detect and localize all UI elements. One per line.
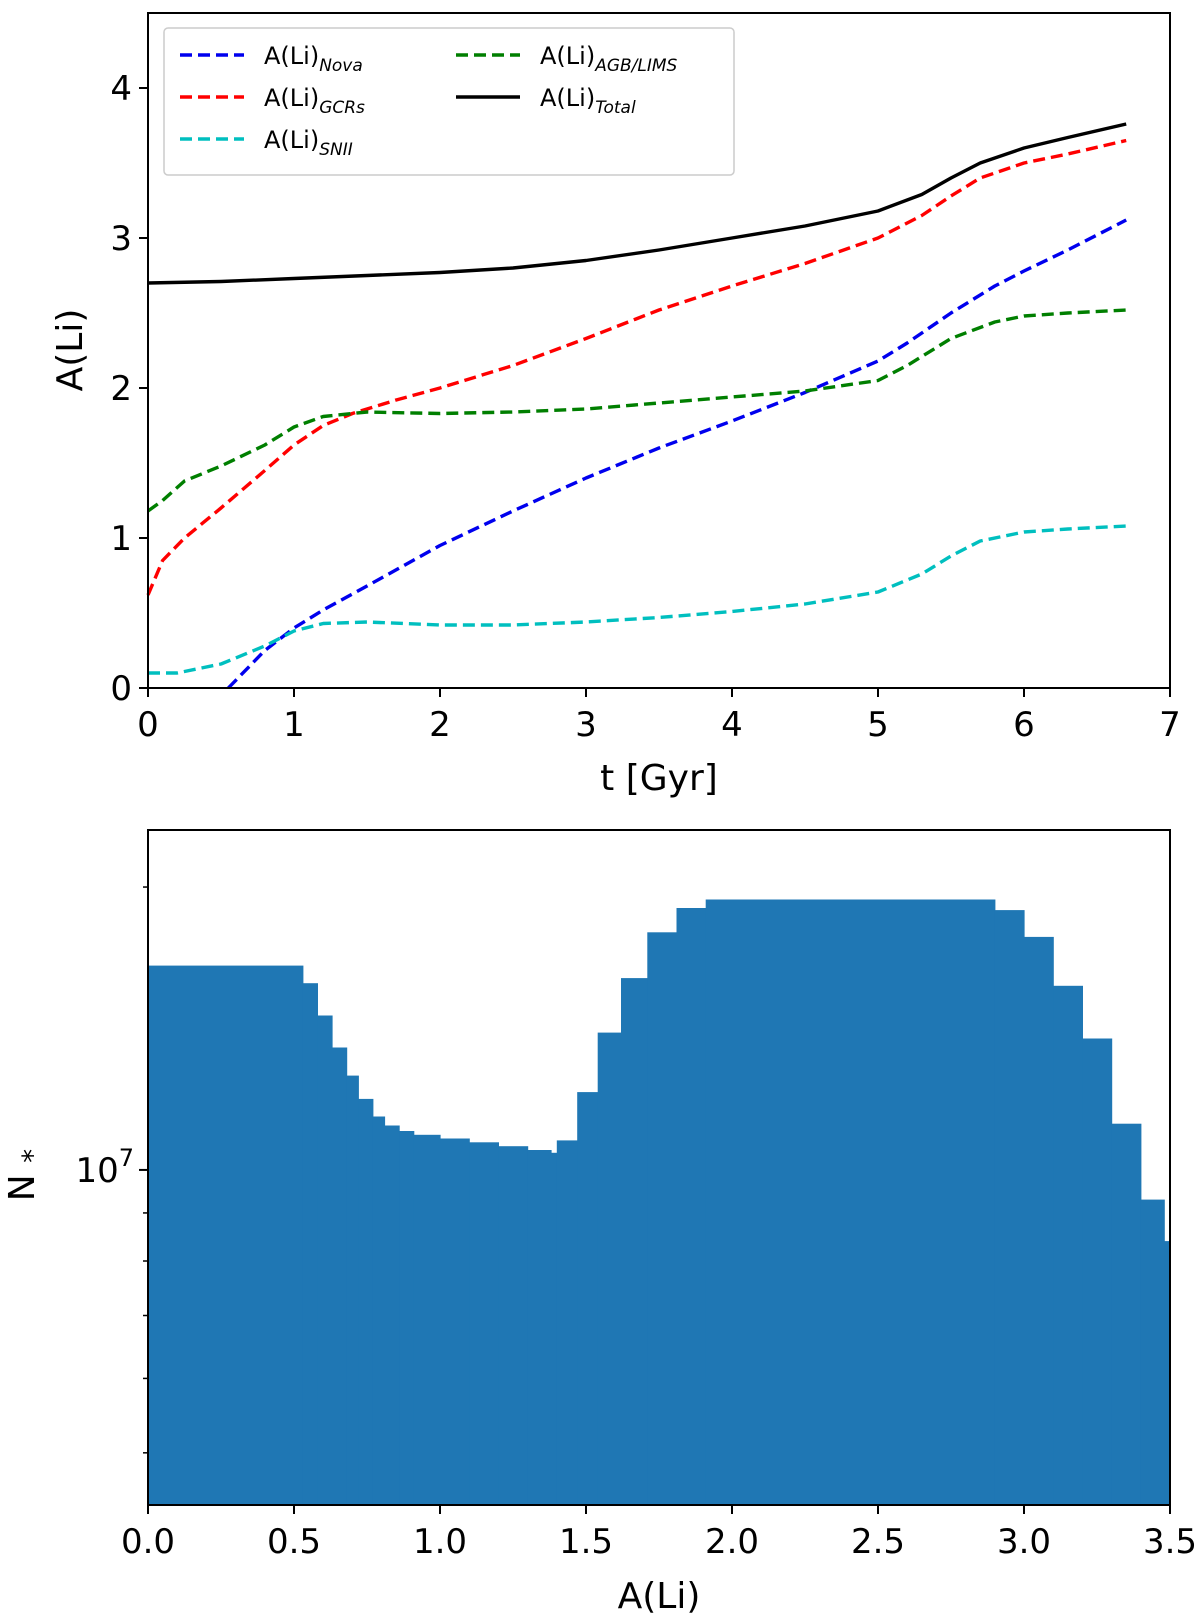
histogram-bar-9 <box>413 1134 441 1505</box>
legend: A(Li)NovaA(Li)GCRsA(Li)SNIIA(Li)AGB/LIMS… <box>163 27 735 176</box>
histogram-bar-4 <box>346 1075 359 1505</box>
y-tick-label: 107 <box>75 1144 134 1191</box>
histogram-y-label-text: N <box>2 1174 43 1201</box>
histogram-bar-8 <box>399 1131 415 1505</box>
histogram-bar-26 <box>1111 1123 1142 1505</box>
legend-label-sub: Nova <box>319 56 363 76</box>
histogram-bar-24 <box>1053 985 1083 1505</box>
histogram-bar-16 <box>577 1092 599 1505</box>
histogram-bar-28 <box>1164 1241 1171 1505</box>
y-tick-label: 4 <box>110 69 132 109</box>
histogram-bar-5 <box>358 1098 374 1505</box>
x-tick-label: 6 <box>1013 705 1035 745</box>
series-line-4 <box>147 122 1127 285</box>
y-tick-label: 0 <box>110 669 132 709</box>
legend-label-sub: GCRs <box>319 98 365 118</box>
x-tick-label: 1.0 <box>413 1522 467 1562</box>
x-tick-label: 0 <box>137 705 159 745</box>
legend-label-2: A(Li)SNII <box>264 126 353 160</box>
histogram-x-label: A(Li) <box>618 1576 701 1617</box>
legend-label-1: A(Li)GCRs <box>264 84 365 118</box>
histogram-bar-21 <box>705 899 996 1505</box>
line-chart-y-ticks: 0 1 2 3 4 <box>110 69 148 709</box>
histogram-bar-18 <box>621 978 648 1505</box>
x-tick-label: 5 <box>867 705 889 745</box>
x-tick-label: 1.5 <box>559 1522 613 1562</box>
histogram-bar-12 <box>498 1146 529 1505</box>
legend-label-0: A(Li)Nova <box>264 42 363 76</box>
x-tick-label: 2.5 <box>851 1522 905 1562</box>
legend-entries: A(Li)NovaA(Li)GCRsA(Li)SNIIA(Li)AGB/LIMS… <box>180 42 678 160</box>
histogram-x-ticks: 0.0 0.5 1.0 1.5 2.0 2.5 3.0 3.5 <box>121 1505 1197 1562</box>
histogram-bar-23 <box>1024 936 1054 1505</box>
histogram-bar-17 <box>597 1032 622 1505</box>
legend-label-main: A(Li) <box>264 42 319 70</box>
histogram-bar-2 <box>317 1015 333 1505</box>
legend-label-sub: Total <box>595 98 636 118</box>
legend-box <box>163 27 735 176</box>
line-chart-y-label: A(Li) <box>50 309 91 392</box>
legend-label-sub: SNII <box>319 140 353 160</box>
x-tick-label: 4 <box>721 705 743 745</box>
histogram-bar-15 <box>556 1140 578 1505</box>
histogram-bar-1 <box>302 983 318 1505</box>
histogram-y-ticks: 107 <box>75 886 148 1454</box>
series-line-0 <box>227 218 1127 690</box>
x-tick-label: 0.0 <box>121 1522 175 1562</box>
x-tick-label: 3 <box>575 705 597 745</box>
x-tick-label: 1 <box>283 705 305 745</box>
legend-label-sub: AGB/LIMS <box>594 56 677 76</box>
x-tick-label: 0.5 <box>267 1522 321 1562</box>
histogram-bar-20 <box>676 908 707 1505</box>
histogram-bar-13 <box>527 1150 552 1505</box>
histogram-frame <box>147 829 1171 1506</box>
histogram-bar-25 <box>1082 1038 1113 1505</box>
y-tick-label: 3 <box>110 219 132 259</box>
legend-label-main: A(Li) <box>540 42 595 70</box>
line-chart-frame <box>147 12 1171 689</box>
histogram-bar-7 <box>384 1125 400 1505</box>
histogram-bar-19 <box>647 932 678 1505</box>
y-tick-label: 1 <box>110 519 132 559</box>
series-line-3 <box>147 308 1127 513</box>
series-line-1 <box>146 138 1127 596</box>
x-tick-label: 3.0 <box>997 1522 1051 1562</box>
line-series-group <box>146 122 1127 690</box>
histogram-bar-27 <box>1140 1199 1165 1505</box>
histogram-bar-11 <box>469 1142 499 1505</box>
histogram-bar-3 <box>332 1047 348 1505</box>
histogram-bar-6 <box>372 1116 386 1505</box>
histogram-y-label: N * <box>2 1149 49 1201</box>
histogram-panel: 0.0 0.5 1.0 1.5 2.0 2.5 3.0 3.5 107 A(Li) N * <box>2 829 1197 1617</box>
line-chart-x-label: t [Gyr] <box>600 758 718 799</box>
series-line-2 <box>148 524 1127 675</box>
y-tick-exponent: 7 <box>119 1144 134 1172</box>
x-tick-label: 7 <box>1159 705 1181 745</box>
legend-label-main: A(Li) <box>264 126 319 154</box>
x-tick-label: 2.0 <box>705 1522 759 1562</box>
x-tick-label: 2 <box>429 705 451 745</box>
legend-label-main: A(Li) <box>264 84 319 112</box>
histogram-bar-10 <box>440 1138 470 1505</box>
legend-label-3: A(Li)AGB/LIMS <box>540 42 678 76</box>
histogram-bar-22 <box>994 910 1025 1505</box>
histogram-bar-0 <box>148 965 304 1505</box>
histogram-bar-14 <box>551 1152 558 1505</box>
y-tick-label: 2 <box>110 369 132 409</box>
histogram-y-label-star: * <box>16 1149 49 1163</box>
line-chart-x-ticks: 0 1 2 3 4 5 6 7 <box>137 688 1181 745</box>
x-tick-label: 3.5 <box>1143 1522 1197 1562</box>
legend-label-4: A(Li)Total <box>540 84 636 118</box>
histogram-bars <box>148 899 1171 1505</box>
legend-label-main: A(Li) <box>540 84 595 112</box>
